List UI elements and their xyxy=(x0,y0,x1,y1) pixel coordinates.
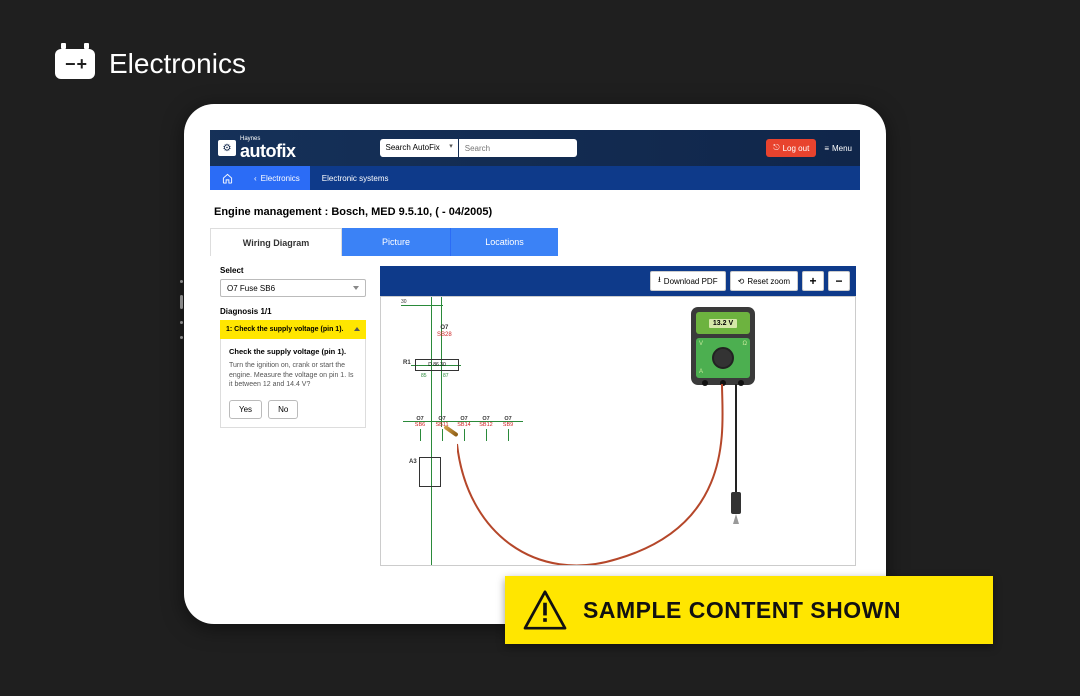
breadcrumb-current: Electronic systems xyxy=(310,166,401,190)
tab-picture[interactable]: Picture xyxy=(342,228,450,256)
diagram-toolbar: ⭳ Download PDF ⟲ Reset zoom + − xyxy=(380,266,856,296)
menu-icon: ≡ xyxy=(824,144,829,153)
diagnosis-step-text: Turn the ignition on, crank or start the… xyxy=(229,361,357,390)
probe-lead-black xyxy=(691,384,751,524)
left-panel: Select O7 Fuse SB6 Diagnosis 1/1 1: Chec… xyxy=(220,266,366,566)
diagnosis-counter: Diagnosis 1/1 xyxy=(220,307,366,316)
sample-content-text: SAMPLE CONTENT SHOWN xyxy=(583,597,901,624)
breadcrumb-back[interactable]: ‹ Electronics xyxy=(244,166,310,190)
chevron-left-icon: ‹ xyxy=(254,174,257,183)
relay-label: R1 xyxy=(403,360,411,366)
diagnosis-step-body: Check the supply voltage (pin 1). Turn t… xyxy=(220,339,366,428)
relay-box: D 86 30 xyxy=(415,359,459,371)
tablet-buttons xyxy=(180,280,183,339)
logo[interactable]: ⚙ Haynes autofix xyxy=(218,136,296,161)
reset-zoom-button[interactable]: ⟲ Reset zoom xyxy=(730,271,798,291)
fuse-label: O7 SB28 xyxy=(437,325,452,338)
pin-num: 87 xyxy=(443,373,449,379)
component-box xyxy=(419,457,441,487)
download-pdf-button[interactable]: ⭳ Download PDF xyxy=(650,271,726,291)
no-button[interactable]: No xyxy=(268,400,298,419)
search-scope-select[interactable]: Search AutoFix xyxy=(380,139,458,157)
home-icon[interactable] xyxy=(210,166,244,190)
sample-content-banner: SAMPLE CONTENT SHOWN xyxy=(505,576,993,644)
category-title: Electronics xyxy=(109,48,246,80)
meter-dial xyxy=(712,347,734,369)
download-icon: ⭳ xyxy=(658,274,661,288)
topbar: ⚙ Haynes autofix Search AutoFix ⎋ Log ou… xyxy=(210,130,860,166)
warning-icon xyxy=(523,590,567,630)
page-title: Engine management : Bosch, MED 9.5.10, (… xyxy=(210,202,860,228)
search-input[interactable] xyxy=(459,139,577,157)
component-select[interactable]: O7 Fuse SB6 xyxy=(220,279,366,297)
wiring-diagram[interactable]: 30 O7 SB28 R1 D 86 30 85 xyxy=(380,296,856,566)
logo-icon: ⚙ xyxy=(218,140,236,156)
logo-title: autofix xyxy=(240,141,296,161)
tablet-frame: ⚙ Haynes autofix Search AutoFix ⎋ Log ou… xyxy=(184,104,886,624)
content: Engine management : Bosch, MED 9.5.10, (… xyxy=(210,190,860,566)
zoom-out-button[interactable]: − xyxy=(828,271,850,291)
menu-button[interactable]: ≡ Menu xyxy=(824,144,852,153)
tab-locations[interactable]: Locations xyxy=(450,228,558,256)
multimeter: 13.2 V V Ω A xyxy=(691,307,755,385)
logout-button[interactable]: ⎋ Log out xyxy=(766,139,816,157)
diagnosis-step-title: Check the supply voltage (pin 1). xyxy=(229,347,357,357)
screen: ⚙ Haynes autofix Search AutoFix ⎋ Log ou… xyxy=(210,130,860,598)
yes-button[interactable]: Yes xyxy=(229,400,262,419)
diagnosis-step-header[interactable]: 1: Check the supply voltage (pin 1). xyxy=(220,320,366,339)
zoom-in-button[interactable]: + xyxy=(802,271,824,291)
reset-icon: ⟲ xyxy=(738,277,745,286)
diagram-panel: ⭳ Download PDF ⟲ Reset zoom + − 30 xyxy=(380,266,856,566)
logout-icon: ⎋ xyxy=(773,143,779,153)
component-label: A3 xyxy=(409,459,417,465)
fuse: O7SB6 xyxy=(413,417,427,441)
wire xyxy=(401,305,443,306)
search: Search AutoFix xyxy=(380,139,577,157)
battery-icon: − + xyxy=(55,49,95,79)
select-label: Select xyxy=(220,266,366,275)
breadcrumb: ‹ Electronics Electronic systems xyxy=(210,166,860,190)
meter-reading: 13.2 V xyxy=(709,319,737,328)
tab-wiring-diagram[interactable]: Wiring Diagram xyxy=(210,228,342,256)
category-header: − + Electronics xyxy=(55,48,246,80)
tabs: Wiring Diagram Picture Locations xyxy=(210,228,860,256)
pin-num: 85 xyxy=(421,373,427,379)
